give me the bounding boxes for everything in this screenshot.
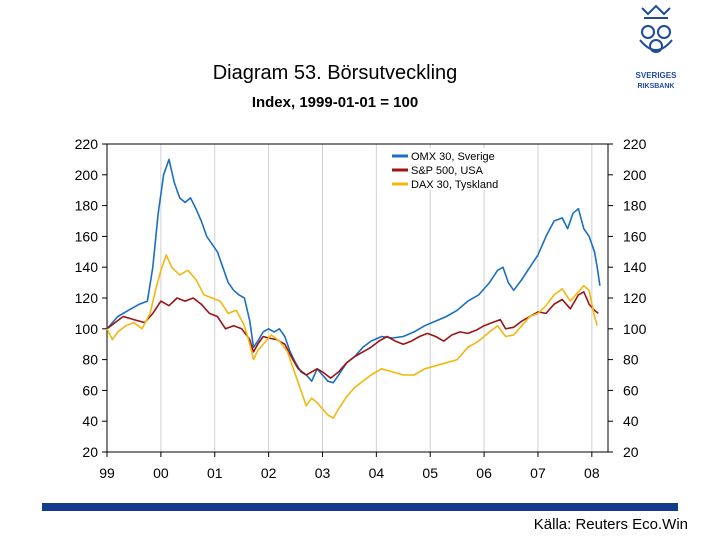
legend-label-0: OMX 30, Sverige [411,151,495,163]
y-tick-label-right: 40 [623,413,639,429]
y-tick-label-left: 160 [75,228,99,244]
y-tick-label-left: 40 [82,413,98,429]
y-tick-label-left: 120 [75,290,99,306]
x-tick-label: 05 [422,465,438,481]
y-axis-left: 20 40 60 80 100 120 140 160 180 200 220 [75,136,107,460]
y-tick-label-right: 60 [623,382,639,398]
y-tick-label-left: 60 [82,382,98,398]
x-tick-label: 04 [369,465,385,481]
x-tick-label: 02 [261,465,277,481]
y-tick-label-left: 180 [75,198,99,214]
y-tick-label-right: 140 [623,259,647,275]
legend-label-2: DAX 30, Tyskland [411,179,498,191]
series-line-2 [106,254,598,419]
y-tick-label-left: 80 [82,352,98,368]
y-tick-label-left: 200 [75,167,99,183]
series-line-1 [106,291,599,379]
x-tick-label: 99 [99,465,115,481]
y-tick-label-left: 100 [75,321,99,337]
x-tick-label: 01 [207,465,223,481]
legend-background [388,148,514,190]
x-tick-label: 06 [476,465,492,481]
series-lines [106,158,601,419]
chart-title: Diagram 53. Börsutveckling [212,62,458,84]
series-line-0 [106,158,601,384]
y-tick-label-left: 140 [75,259,99,275]
plot-area-frame [106,143,609,453]
x-tick-label: 03 [315,465,331,481]
x-tick-label: 07 [530,465,546,481]
y-tick-label-right: 200 [623,167,647,183]
y-tick-label-right: 160 [623,228,647,244]
y-tick-label-right: 100 [623,321,647,337]
x-tick-label: 08 [584,465,600,481]
y-tick-label-right: 220 [623,136,647,152]
footer-bar [42,503,678,511]
y-tick-label-right: 120 [623,290,647,306]
source-note: Källa: Reuters Eco.Win [533,516,688,533]
y-tick-label-left: 20 [82,444,98,460]
riksbank-crown-logo-icon: SVERIGES RIKSBANK [636,4,678,90]
y-tick-label-right: 80 [623,352,639,368]
chart-subtitle: Index, 1999-01-01 = 100 [251,94,419,111]
vertical-gridlines [160,144,593,452]
x-axis: 99 00 01 02 03 04 05 06 07 08 [99,452,600,481]
y-tick-label-right: 20 [623,444,639,460]
y-tick-label-right: 180 [623,198,647,214]
logo-text-line-1: SVERIGES [636,71,678,80]
legend-label-1: S&P 500, USA [411,165,484,177]
legend: OMX 30, Sverige S&P 500, USA DAX 30, Tyskl… [388,148,514,191]
y-axis-right: 20 40 60 80 100 120 140 160 180 200 220 [608,136,647,460]
logo-text-line-2: RIKSBANK [638,83,675,90]
x-tick-label: 00 [153,465,169,481]
y-tick-label-left: 220 [75,136,99,152]
